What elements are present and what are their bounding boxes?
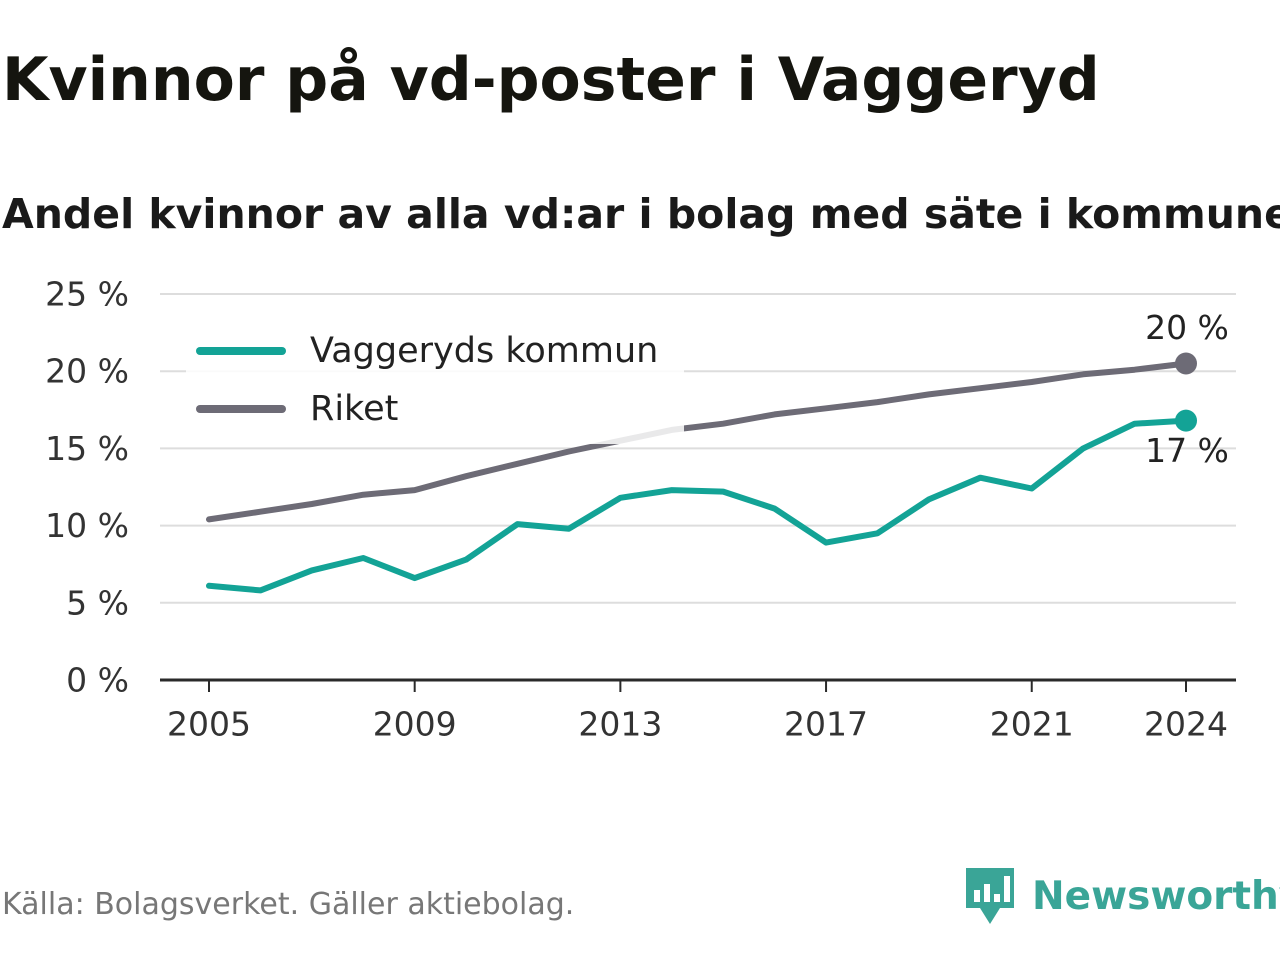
y-tick-label: 5 % xyxy=(66,583,129,622)
series-line-vaggeryds-kommun xyxy=(206,417,1189,594)
y-tick-label: 10 % xyxy=(45,506,129,545)
y-tick-label: 0 % xyxy=(66,661,129,700)
end-point-riket xyxy=(1175,352,1197,375)
brand[interactable]: Newsworthy xyxy=(964,866,1280,926)
legend: Vaggeryds kommun Riket xyxy=(186,328,684,444)
chart-title: Kvinnor på vd-poster i Vaggeryd xyxy=(2,45,1100,115)
legend-label: Riket xyxy=(310,389,398,429)
end-value-label: 20 % xyxy=(1145,308,1229,347)
end-point-vaggeryds-kommun xyxy=(1175,409,1197,432)
y-tick-label: 25 % xyxy=(45,275,129,314)
y-tick-label: 20 % xyxy=(45,352,129,391)
line-chart: 0 %5 %10 %15 %20 %25 % 2005 2009 2013 2017 2… xyxy=(45,275,1236,744)
x-axis: 2005 2009 2013 2017 2021 2024 xyxy=(160,678,1236,744)
series-line-riket xyxy=(206,360,1189,523)
x-tick-label: 2017 xyxy=(784,705,868,744)
x-tick-label: 2005 xyxy=(167,705,251,744)
end-value-label: 17 % xyxy=(1145,431,1229,470)
x-tick-label: 2013 xyxy=(578,705,662,744)
newsworthy-logo-icon xyxy=(966,868,1014,924)
y-axis: 0 % 5 % 10 % 15 % 20 % 25 % xyxy=(45,275,129,700)
x-tick-label: 2024 xyxy=(1144,705,1228,744)
source-note: Källa: Bolagsverket. Gäller aktiebolag. xyxy=(2,887,575,922)
end-labels: 17 % 20 % xyxy=(1145,308,1229,470)
x-tick-label: 2021 xyxy=(990,705,1074,744)
series-lines xyxy=(206,352,1197,594)
x-tick-label: 2009 xyxy=(373,705,457,744)
brand-name: Newsworthy xyxy=(1032,873,1280,919)
y-tick-label: 15 % xyxy=(45,429,129,468)
chart-subtitle: Andel kvinnor av alla vd:ar i bolag med … xyxy=(2,190,1280,238)
legend-label: Vaggeryds kommun xyxy=(310,331,658,371)
